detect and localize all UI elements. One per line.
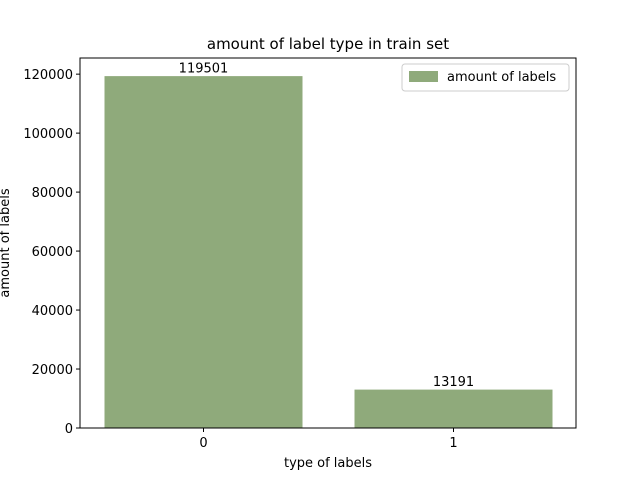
chart-title: amount of label type in train set (207, 35, 449, 53)
y-tick-label: 60000 (32, 245, 73, 260)
bar-1 (353, 388, 554, 429)
y-tick-label: 120000 (23, 68, 73, 83)
x-tick-label: 0 (199, 436, 207, 451)
y-tick-label: 40000 (32, 304, 73, 319)
y-tick-label: 100000 (23, 127, 73, 142)
x-axis-label: type of labels (284, 456, 372, 471)
y-axis: 0 20000 40000 60000 80000 100000 120000 (23, 68, 80, 437)
y-axis-label: amount of labels (0, 188, 13, 297)
data-labels-group: 119501 13191 (179, 62, 475, 390)
legend-box (401, 63, 570, 92)
bars-group (103, 75, 554, 429)
legend: amount of labels (401, 63, 570, 92)
y-tick-label: 20000 (32, 363, 73, 378)
x-tick-label: 1 (449, 436, 457, 451)
y-tick-label: 0 (65, 422, 73, 437)
data-label-1: 13191 (433, 375, 474, 390)
bar-0 (103, 75, 304, 429)
legend-label: amount of labels (447, 70, 556, 85)
legend-swatch (409, 71, 438, 82)
y-tick-label: 80000 (32, 186, 73, 201)
plot-frame (79, 57, 577, 429)
data-label-0: 119501 (179, 62, 229, 77)
